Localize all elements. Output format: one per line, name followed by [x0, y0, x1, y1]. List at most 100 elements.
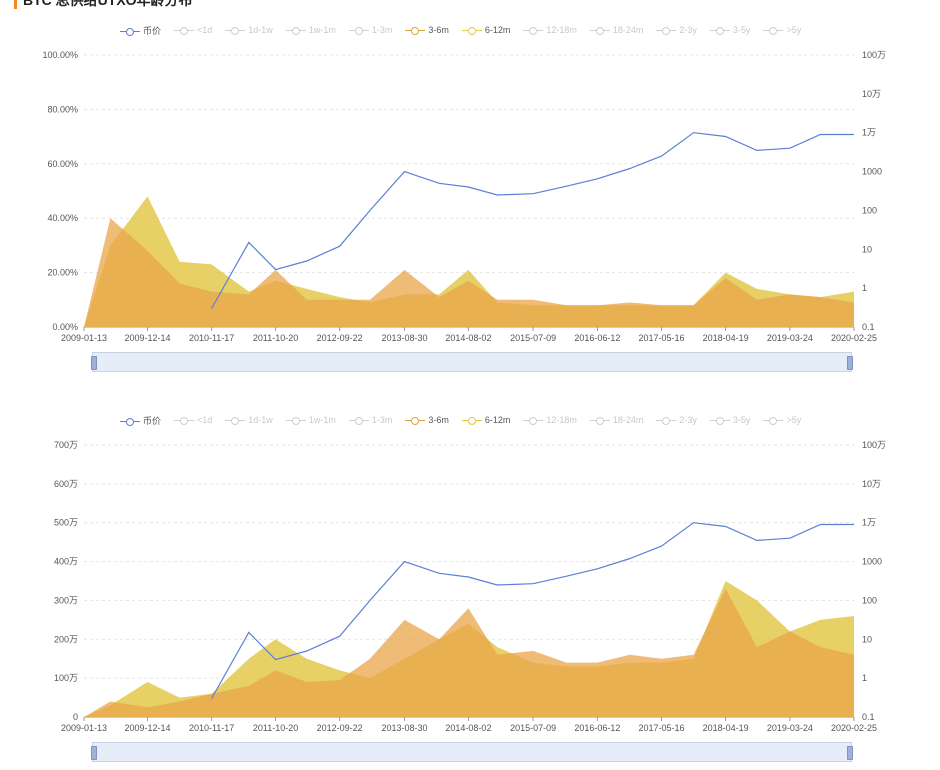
legend-marker-icon — [120, 417, 140, 427]
y-tick-label: 100万 — [54, 673, 78, 683]
legend-item[interactable]: 12-18m — [523, 415, 577, 426]
y-tick-label: 300万 — [54, 595, 78, 605]
data-zoom-slider[interactable] — [91, 352, 853, 372]
legend-item[interactable]: 1d-1w — [225, 25, 273, 36]
data-zoom-slider[interactable] — [91, 742, 853, 762]
legend-label: 3-6m — [428, 415, 449, 426]
x-tick-label: 2013-08-30 — [381, 723, 427, 733]
legend-label: 币价 — [143, 416, 162, 426]
legend-item[interactable]: 3-6m — [405, 25, 449, 36]
series-area-3-6m — [84, 588, 854, 717]
legend-item[interactable]: 18-24m — [589, 25, 644, 36]
x-tick-label: 2017-05-16 — [638, 723, 684, 733]
legend-item[interactable]: 3-6m — [405, 415, 449, 426]
legend-marker-icon — [656, 416, 677, 426]
y-tick-label: 0 — [73, 712, 78, 722]
x-tick-label: 2011-10-20 — [253, 333, 298, 343]
legend-label: 18-24m — [612, 415, 644, 426]
zoom-start-handle[interactable] — [91, 746, 97, 760]
y2-tick-label: 1万 — [862, 518, 876, 528]
y-tick-label: 80.00% — [47, 104, 78, 114]
legend-item[interactable]: >5y — [763, 415, 801, 426]
series-area-3-6m — [84, 218, 854, 327]
legend-item[interactable]: 3-5y — [709, 415, 751, 426]
legend-marker-icon — [589, 416, 610, 426]
y2-tick-label: 0.1 — [862, 712, 875, 722]
legend-item[interactable]: 1w-1m — [285, 25, 336, 36]
legend-item[interactable]: 2-3y — [656, 415, 697, 426]
legend-marker-icon — [348, 26, 369, 36]
legend-marker-icon — [523, 416, 544, 426]
legend-marker-icon — [656, 26, 677, 36]
legend-marker-icon — [523, 26, 544, 36]
legend-marker-icon — [225, 26, 246, 36]
y2-tick-label: 100万 — [862, 50, 886, 60]
x-tick-label: 2015-07-09 — [510, 333, 556, 343]
legend-label: 1w-1m — [308, 415, 336, 426]
legend-item[interactable]: 2-3y — [656, 25, 697, 36]
y-tick-label: 40.00% — [47, 213, 78, 223]
legend-item[interactable]: 币价 — [120, 414, 161, 427]
legend-marker-icon — [348, 416, 369, 426]
x-tick-label: 2019-03-24 — [767, 333, 813, 343]
legend-item[interactable]: 币价 — [120, 24, 161, 37]
legend-item[interactable]: 1-3m — [348, 25, 392, 36]
x-tick-label: 2010-11-17 — [189, 333, 234, 343]
x-tick-label: 2012-09-22 — [317, 333, 363, 343]
x-tick-label: 2019-03-24 — [767, 723, 813, 733]
legend-item[interactable]: 12-18m — [523, 25, 577, 36]
x-tick-label: 2012-09-22 — [317, 723, 363, 733]
legend-label: 3-5y — [732, 25, 751, 36]
x-tick-label: 2016-06-12 — [574, 723, 620, 733]
legend-label: 3-5y — [732, 415, 751, 426]
y-tick-label: 60.00% — [47, 159, 78, 169]
y-tick-label: 500万 — [54, 518, 78, 528]
legend-marker-icon — [709, 416, 730, 426]
legend-label: 币价 — [143, 26, 162, 36]
y2-tick-label: 10万 — [862, 89, 881, 99]
y2-tick-label: 1000 — [862, 167, 882, 177]
y2-tick-label: 10 — [862, 634, 872, 644]
legend-label: <1d — [197, 25, 213, 36]
x-tick-label: 2018-04-19 — [703, 723, 749, 733]
legend-label: 3-6m — [428, 25, 449, 36]
legend-item[interactable]: <1d — [174, 25, 212, 36]
series-line-price — [211, 522, 854, 699]
x-tick-label: 2010-11-17 — [189, 723, 234, 733]
legend-item[interactable]: 1d-1w — [225, 415, 273, 426]
y2-tick-label: 10万 — [862, 479, 881, 489]
legend-item[interactable]: 6-12m — [461, 25, 510, 36]
legend-marker-icon — [589, 26, 610, 36]
legend-item[interactable]: 18-24m — [589, 415, 644, 426]
y-tick-label: 20.00% — [47, 268, 78, 278]
legend-label: 2-3y — [679, 25, 697, 36]
legend: 币价 <1d 1d-1w 1w-1m 1-3m 3-6m 6-12m 12-18m 18-24m… — [120, 414, 840, 430]
legend-item[interactable]: >5y — [763, 25, 801, 36]
x-tick-label: 2017-05-16 — [638, 333, 684, 343]
y-tick-label: 400万 — [54, 557, 78, 567]
zoom-end-handle[interactable] — [847, 356, 853, 370]
legend-label: 1d-1w — [248, 415, 273, 426]
legend-marker-icon — [174, 26, 195, 36]
legend-marker-icon — [763, 416, 784, 426]
x-tick-label: 2014-08-02 — [445, 333, 491, 343]
zoom-end-handle[interactable] — [847, 746, 853, 760]
legend-item[interactable]: 1-3m — [348, 415, 392, 426]
legend-label: 18-24m — [612, 25, 644, 36]
zoom-start-handle[interactable] — [91, 356, 97, 370]
y2-tick-label: 100 — [862, 595, 877, 605]
legend: 币价 <1d 1d-1w 1w-1m 1-3m 3-6m 6-12m 12-18m 18-24m… — [120, 24, 840, 40]
y-tick-label: 600万 — [54, 479, 78, 489]
x-tick-label: 2014-08-02 — [445, 723, 491, 733]
legend-item[interactable]: <1d — [174, 415, 212, 426]
legend-marker-icon — [405, 26, 426, 36]
legend-marker-icon — [120, 27, 140, 37]
x-tick-label: 2009-01-13 — [61, 333, 107, 343]
x-tick-label: 2020-02-25 — [831, 333, 877, 343]
legend-item[interactable]: 6-12m — [461, 415, 510, 426]
legend-marker-icon — [461, 26, 482, 36]
legend-item[interactable]: 1w-1m — [285, 415, 336, 426]
x-tick-label: 2013-08-30 — [381, 333, 427, 343]
legend-marker-icon — [174, 416, 195, 426]
legend-item[interactable]: 3-5y — [709, 25, 751, 36]
